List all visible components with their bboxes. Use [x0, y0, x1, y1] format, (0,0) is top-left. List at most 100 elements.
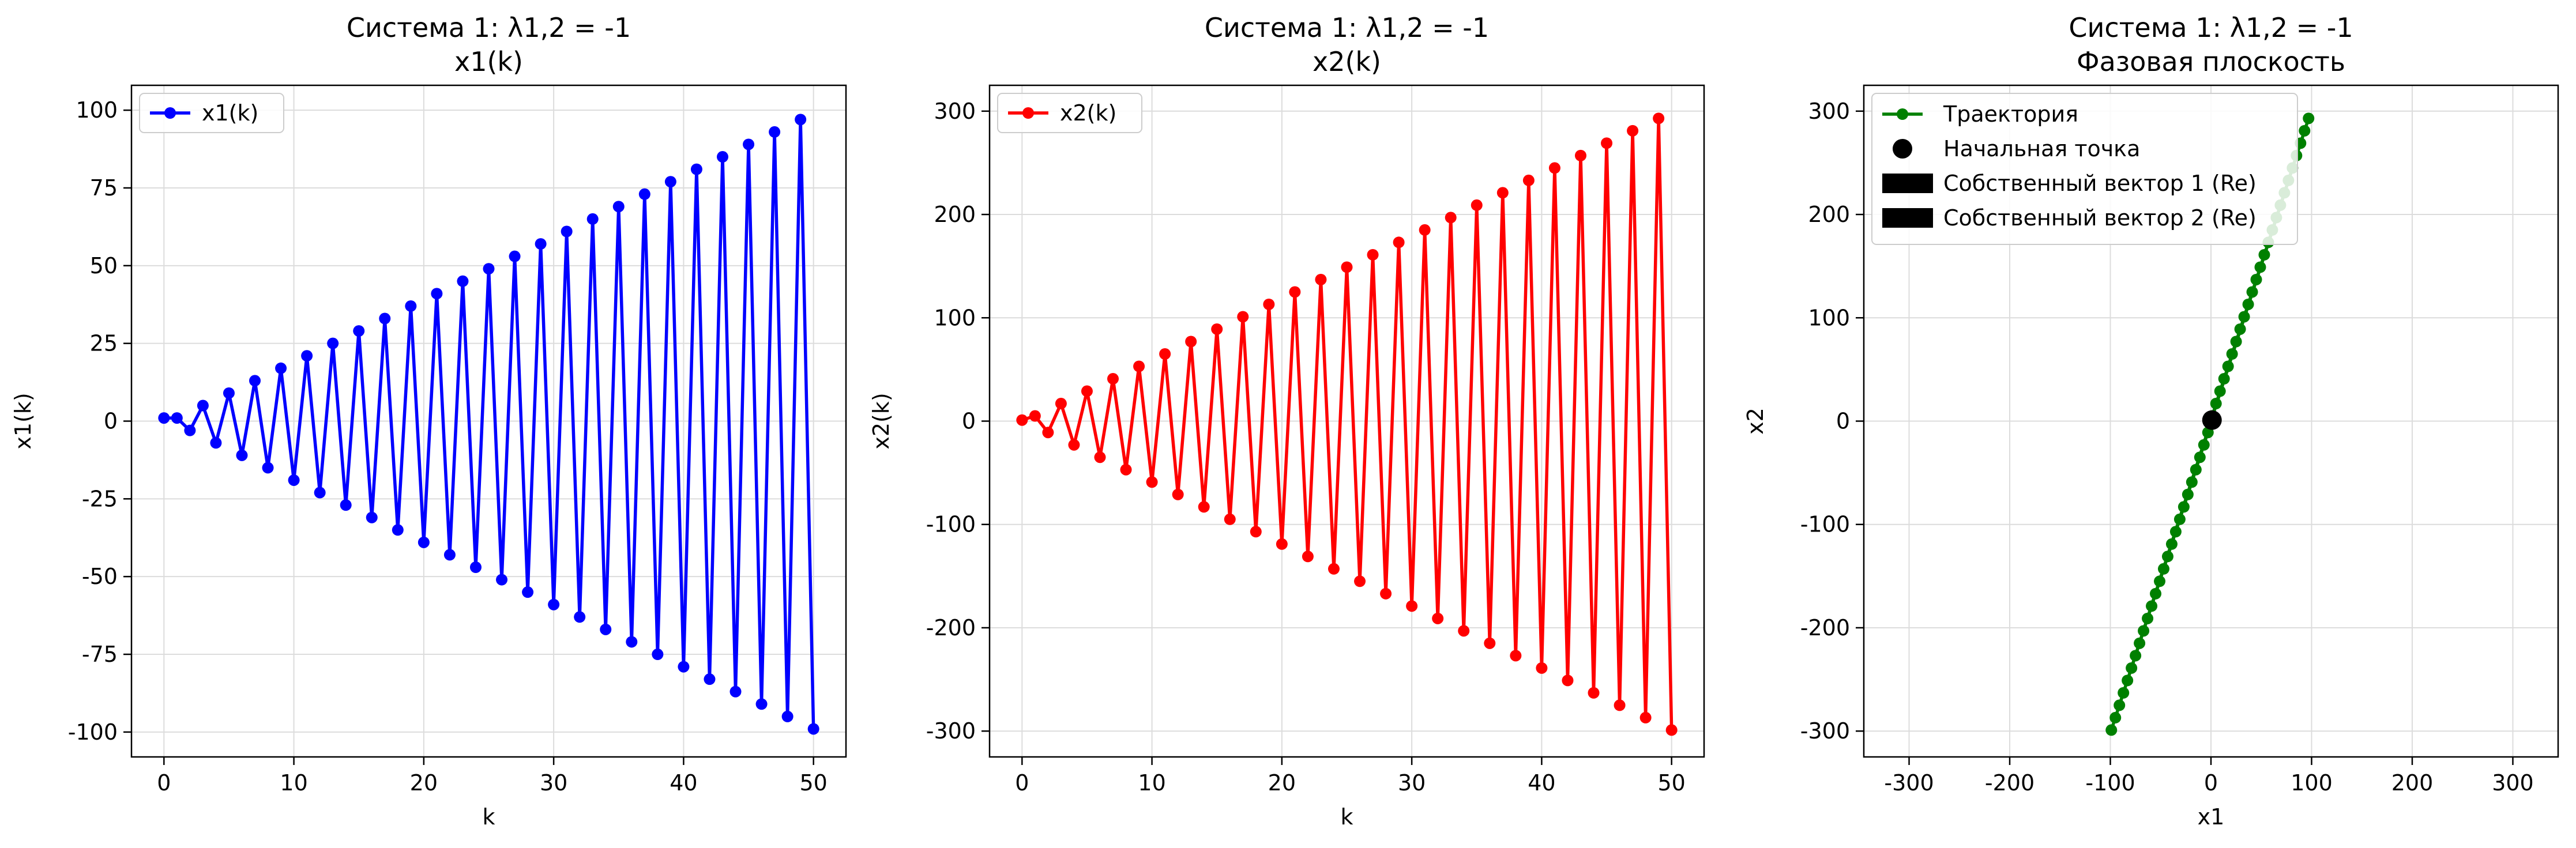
data-point: [1354, 575, 1366, 587]
data-point: [2303, 112, 2315, 125]
data-point: [1432, 612, 1444, 624]
y-tick-label: 300: [934, 99, 976, 124]
chart-title: Система 1: λ1,2 = -1: [2069, 12, 2353, 43]
data-point: [1522, 174, 1535, 186]
data-point: [1341, 261, 1353, 273]
data-point: [1419, 224, 1431, 236]
data-point: [2250, 273, 2262, 285]
data-point: [1496, 187, 1509, 199]
data-point: [1367, 248, 1379, 261]
data-point: [496, 574, 508, 586]
y-tick-label: -300: [1800, 718, 1850, 744]
x-tick-label: -300: [1884, 770, 1934, 796]
series-line: [1021, 116, 1674, 730]
legend-marker-swatch: [1022, 107, 1034, 119]
y-tick-label: -100: [1800, 512, 1850, 537]
data-point: [2194, 451, 2206, 463]
y-axis-label: x2: [1743, 408, 1768, 435]
x-tick-label: 200: [2391, 770, 2434, 796]
data-point: [171, 412, 183, 424]
data-point: [1406, 600, 1418, 612]
data-point: [755, 698, 768, 710]
y-axis-label: x2(k): [868, 393, 894, 449]
x-tick-label: 50: [1658, 770, 1686, 796]
data-point: [1601, 137, 1613, 149]
y-tick-label: 100: [76, 97, 118, 123]
data-point: [1198, 501, 1210, 513]
data-point: [600, 623, 612, 635]
data-point: [574, 611, 586, 623]
chart-panel-1: 0 10 20 30 40 50 -100 -75 -50 -25 0 25 50 75 100 Систем…: [10, 12, 847, 830]
data-point: [314, 487, 326, 499]
data-point: [509, 250, 521, 262]
data-point: [197, 399, 209, 412]
data-point: [612, 201, 625, 213]
data-layer: [1016, 112, 1678, 736]
data-point: [690, 163, 702, 175]
data-point: [1315, 273, 1327, 285]
y-tick-label: -100: [926, 512, 976, 537]
data-point: [483, 263, 495, 275]
data-point: [405, 300, 417, 312]
data-point: [1068, 439, 1080, 451]
data-point: [2114, 699, 2126, 711]
legend-box: [997, 93, 1142, 133]
x-tick-label: 0: [1015, 770, 1029, 796]
data-point: [1276, 538, 1288, 550]
data-point: [586, 213, 599, 225]
data-point: [327, 337, 339, 349]
data-point: [1172, 488, 1184, 500]
legend-label: Начальная точка: [1943, 136, 2140, 161]
y-tick-label: 0: [1836, 409, 1850, 434]
y-tick-label: 100: [934, 305, 976, 330]
data-point: [2254, 261, 2266, 273]
data-point: [561, 225, 573, 238]
data-point: [457, 275, 469, 287]
data-point: [1029, 410, 1041, 422]
y-tick-label: 200: [1808, 202, 1850, 227]
axes-frame: [130, 84, 847, 758]
y-tick-label: -300: [926, 718, 976, 744]
y-tick-label: 25: [90, 331, 118, 356]
data-point: [469, 561, 482, 573]
data-point: [1536, 662, 1548, 674]
y-tick-label: 100: [1808, 305, 1850, 330]
legend-box: [139, 93, 284, 133]
data-point: [2126, 662, 2138, 674]
legend-label: x1(k): [202, 100, 258, 126]
y-axis-label: x1(k): [10, 393, 36, 449]
chart-panel-2: 0 10 20 30 40 50 -300 -200 -100 0 100 200 300 Система…: [868, 12, 1705, 830]
data-point: [1653, 112, 1665, 125]
legend-label: Собственный вектор 1 (Re): [1943, 171, 2257, 196]
data-point: [2182, 488, 2194, 500]
data-point: [2186, 476, 2198, 488]
x-axis-label: k: [1340, 804, 1353, 830]
series-line: [164, 118, 815, 729]
chart-title: Система 1: λ1,2 = -1: [347, 12, 631, 43]
data-point: [1393, 236, 1405, 248]
data-point: [431, 288, 443, 300]
data-point: [2150, 587, 2162, 600]
data-point: [379, 312, 391, 325]
data-point: [1562, 674, 1574, 687]
data-point: [184, 424, 196, 436]
data-point: [2226, 348, 2238, 360]
x-tick-label: 30: [540, 770, 567, 796]
data-point: [249, 375, 261, 387]
data-point: [1627, 125, 1639, 137]
data-point: [2105, 724, 2118, 736]
y-tick-label: -200: [926, 615, 976, 640]
data-point: [2299, 125, 2311, 137]
x-tick-label: 50: [800, 770, 828, 796]
x-tick-label: 20: [410, 770, 438, 796]
x-tick-label: 10: [280, 770, 307, 796]
data-point: [1484, 637, 1496, 649]
x-tick-label: 0: [157, 770, 171, 796]
data-point: [1548, 162, 1560, 174]
data-point: [210, 437, 222, 449]
legend-label: Траектория: [1943, 101, 2078, 127]
data-point: [1574, 149, 1586, 161]
y-tick-label: 75: [90, 175, 118, 201]
chart-title: Система 1: λ1,2 = -1: [1205, 12, 1489, 43]
